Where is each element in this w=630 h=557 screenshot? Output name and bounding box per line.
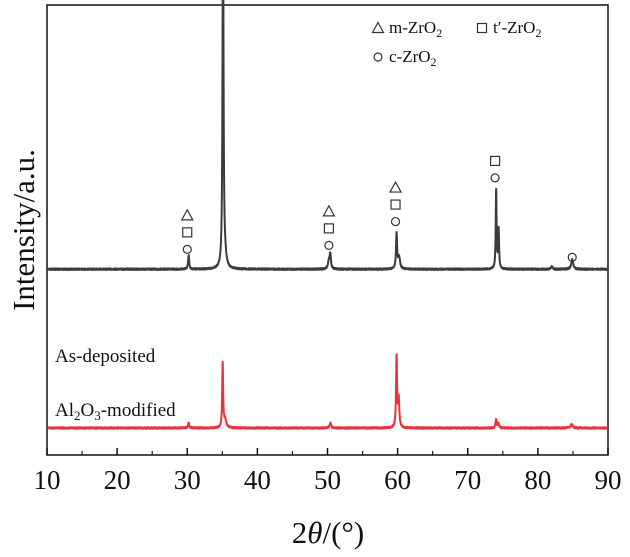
series-label-1: As-deposited: [55, 346, 156, 367]
x-tick-label: 10: [34, 465, 61, 495]
y-axis-title: Intensity/a.u.: [6, 149, 41, 311]
peak-marker-circle-1: [182, 244, 192, 254]
series-line-1: [47, 0, 609, 271]
series-label-layer: As-deposited Al2O3-modified: [55, 346, 176, 423]
peak-marker-triangle-1: [180, 208, 194, 221]
peak-marker-square-3: [323, 223, 335, 234]
x-tick-label: 50: [314, 465, 341, 495]
series-line-2: [47, 353, 609, 430]
legend-circle-icon: [373, 52, 383, 62]
peak-marker-layer: [180, 155, 577, 262]
legend-square-icon: [476, 22, 488, 34]
x-tick-label: 70: [454, 465, 481, 495]
peak-marker-triangle-4: [389, 180, 403, 193]
x-tick-label: 90: [595, 465, 622, 495]
legend-entry-label: c-ZrO2: [389, 47, 437, 69]
x-tick-label: 60: [384, 465, 411, 495]
series-label-2: Al2O3-modified: [55, 400, 176, 423]
peak-marker-triangle-3: [322, 204, 336, 217]
x-tick-label: 40: [244, 465, 271, 495]
x-tick-label: 30: [174, 465, 201, 495]
peak-marker-circle-3: [324, 240, 334, 250]
series-layer: [47, 0, 609, 430]
peak-marker-square-5: [489, 155, 501, 166]
peak-marker-square-4: [390, 199, 401, 210]
legend-entry-label: t′-ZrO2: [493, 18, 541, 40]
legend: m-ZrO2 t′-ZrO2 c-ZrO2: [371, 18, 541, 69]
x-tick-layer: 10 20 30 40 50 60 70 80 90: [34, 448, 622, 495]
legend-entry-label: m-ZrO2: [389, 18, 442, 40]
legend-triangle-icon: [371, 21, 385, 34]
plot-frame: [46, 4, 609, 456]
peak-marker-circle-5: [490, 173, 500, 183]
x-tick-label: 20: [104, 465, 131, 495]
peak-marker-circle-4: [390, 216, 401, 227]
x-tick-label: 80: [524, 465, 551, 495]
x-axis-title: 2θ/(°): [292, 515, 364, 550]
peak-marker-square-1: [182, 227, 193, 238]
peak-marker-circle-6: [567, 252, 577, 262]
